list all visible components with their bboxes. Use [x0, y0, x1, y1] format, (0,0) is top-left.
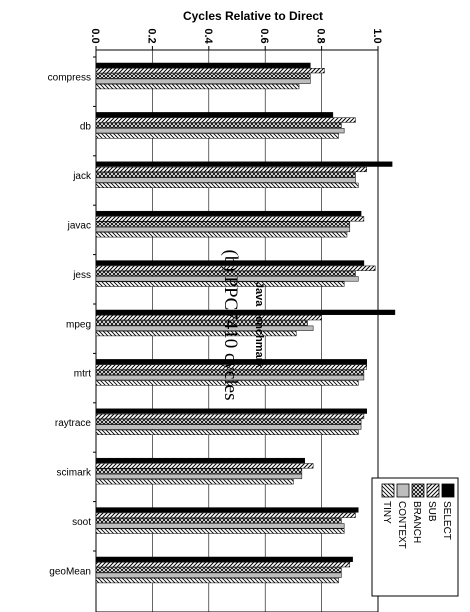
bar-tiny-geomean: [95, 577, 339, 584]
x-tick-label: 0.6: [258, 28, 270, 43]
bar-sub-compress: [95, 68, 325, 74]
category-label: soot: [72, 517, 91, 528]
bar-context-soot: [95, 523, 345, 529]
category-label: mpeg: [66, 319, 91, 330]
bar-select-mpeg: [95, 309, 396, 315]
bar-context-mtrt: [95, 375, 365, 381]
bar-branch-scimark: [95, 468, 303, 474]
category-label: geoMean: [49, 566, 91, 577]
legend-swatch-sub: [426, 483, 440, 498]
bar-sub-javac: [95, 216, 365, 222]
bar-tiny-jess: [95, 281, 345, 287]
bar-context-jack: [95, 177, 356, 183]
category-label: raytrace: [55, 418, 92, 429]
bar-branch-jess: [95, 270, 356, 277]
bar-context-compress: [95, 78, 311, 84]
bar-context-raytrace: [95, 424, 362, 430]
bar-sub-soot: [95, 512, 356, 518]
legend-label-select: SELECT: [441, 501, 452, 540]
category-label: db: [80, 122, 92, 133]
legend-swatch-branch: [411, 483, 425, 498]
bar-branch-mpeg: [95, 320, 308, 326]
category-label: scimark: [57, 467, 92, 478]
x-tick-label: 1.0: [371, 28, 383, 43]
bar-sub-mpeg: [95, 315, 322, 321]
chart-title: Cycles Relative to Direct: [183, 9, 323, 23]
legend-label-context: CONTEXT: [396, 501, 407, 549]
legend-swatch-context: [396, 483, 410, 498]
bar-sub-jack: [95, 166, 367, 173]
x-tick-label: 0.8: [315, 28, 327, 43]
x-tick-label: 0.0: [89, 28, 101, 43]
bar-tiny-javac: [95, 232, 348, 238]
bar-context-jess: [95, 276, 359, 282]
bar-select-mtrt: [95, 359, 367, 365]
bar-sub-db: [95, 117, 356, 123]
bar-branch-soot: [95, 517, 342, 524]
bar-context-mpeg: [95, 325, 314, 331]
bar-sub-scimark: [95, 463, 314, 469]
bar-select-jack: [95, 161, 393, 167]
category-label: jack: [72, 171, 92, 182]
bar-context-scimark: [95, 473, 303, 480]
legend-swatch-tiny: [381, 483, 395, 498]
legend-label-sub: SUB: [426, 501, 437, 522]
bar-branch-compress: [95, 73, 311, 79]
y-axis-label: Java benchmark: [253, 282, 265, 369]
category-label: jess: [72, 270, 91, 281]
bar-select-javac: [95, 210, 362, 217]
bar-select-geomean: [95, 556, 353, 562]
category-label: mtrt: [74, 369, 91, 380]
x-tick-label: 0.4: [202, 28, 214, 44]
bar-tiny-mtrt: [95, 380, 359, 386]
legend-swatch-select: [441, 483, 455, 498]
legend-box: [371, 477, 459, 597]
category-label: javac: [67, 220, 91, 231]
bar-branch-geomean: [95, 567, 342, 573]
bar-select-raytrace: [95, 408, 367, 414]
bar-context-db: [95, 128, 345, 134]
bar-tiny-compress: [95, 83, 300, 90]
bar-select-jess: [95, 260, 365, 266]
bar-select-compress: [95, 62, 311, 68]
bar-tiny-jack: [95, 182, 359, 188]
bar-tiny-scimark: [95, 479, 294, 485]
bar-sub-raytrace: [95, 413, 365, 420]
bar-branch-mtrt: [95, 369, 365, 375]
legend-label-branch: BRANCH: [411, 501, 422, 543]
bar-sub-geomean: [95, 562, 351, 568]
bar-context-javac: [95, 226, 351, 233]
bar-tiny-raytrace: [95, 429, 359, 435]
legend-label-tiny: TINY: [381, 501, 392, 524]
bar-branch-db: [95, 122, 342, 128]
bar-branch-jack: [95, 172, 356, 178]
bar-branch-raytrace: [95, 419, 362, 425]
figure-caption: (b) PPC7410 cycles: [220, 250, 241, 401]
x-tick-label: 0.2: [145, 28, 157, 43]
bar-tiny-db: [95, 133, 339, 139]
legend: SELECT SUB BRANCH CONTEXT TINY: [371, 477, 459, 597]
plot-area: 0.0 0.2 0.4 0.6 0.8 1.0 compress db jack javac jes…: [48, 28, 396, 612]
category-label: compress: [48, 72, 91, 83]
bar-select-scimark: [95, 457, 305, 464]
bar-sub-mtrt: [95, 364, 367, 370]
bar-context-geomean: [95, 572, 342, 578]
bar-select-db: [95, 112, 334, 118]
bar-tiny-mpeg: [95, 330, 297, 337]
bar-branch-javac: [95, 221, 351, 227]
bar-sub-jess: [95, 265, 376, 271]
bar-select-soot: [95, 507, 359, 513]
bar-tiny-soot: [95, 528, 345, 534]
